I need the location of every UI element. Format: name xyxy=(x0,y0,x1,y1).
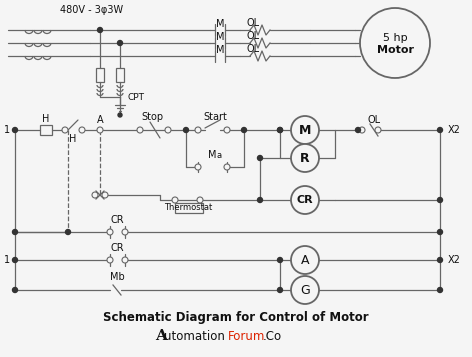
Circle shape xyxy=(12,257,17,262)
Circle shape xyxy=(278,127,283,132)
Text: CPT: CPT xyxy=(128,92,145,101)
Circle shape xyxy=(92,192,98,198)
Text: M: M xyxy=(216,19,224,29)
Circle shape xyxy=(278,287,283,292)
Circle shape xyxy=(79,127,85,133)
Circle shape xyxy=(62,127,68,133)
Text: X2: X2 xyxy=(448,125,461,135)
Circle shape xyxy=(66,230,70,235)
Text: utomation: utomation xyxy=(164,330,225,342)
Text: M: M xyxy=(208,150,216,160)
Circle shape xyxy=(438,127,443,132)
Text: OL: OL xyxy=(246,31,260,41)
Text: H: H xyxy=(42,114,50,124)
Circle shape xyxy=(12,127,17,132)
Text: Motor: Motor xyxy=(377,45,413,55)
Circle shape xyxy=(258,197,262,202)
Circle shape xyxy=(375,127,381,133)
Text: M: M xyxy=(216,32,224,42)
Circle shape xyxy=(12,230,17,235)
Text: M: M xyxy=(299,124,311,136)
Circle shape xyxy=(291,144,319,172)
Circle shape xyxy=(195,164,201,170)
Circle shape xyxy=(291,246,319,274)
Circle shape xyxy=(97,127,103,133)
Text: OL: OL xyxy=(246,18,260,28)
Circle shape xyxy=(165,127,171,133)
Circle shape xyxy=(360,8,430,78)
Text: OL: OL xyxy=(246,44,260,54)
Circle shape xyxy=(197,197,203,203)
Circle shape xyxy=(438,287,443,292)
Text: M: M xyxy=(216,45,224,55)
Circle shape xyxy=(355,127,361,132)
Circle shape xyxy=(242,127,246,132)
Circle shape xyxy=(118,40,123,45)
Circle shape xyxy=(258,156,262,161)
Circle shape xyxy=(118,113,122,117)
Text: CR: CR xyxy=(297,195,313,205)
Text: A: A xyxy=(155,329,167,343)
Circle shape xyxy=(137,127,143,133)
Circle shape xyxy=(98,27,102,32)
Circle shape xyxy=(438,257,443,262)
Text: G: G xyxy=(300,283,310,297)
Text: Start: Start xyxy=(203,112,227,122)
Circle shape xyxy=(107,257,113,263)
Text: CR: CR xyxy=(110,215,124,225)
Text: Schematic Diagram for Control of Motor: Schematic Diagram for Control of Motor xyxy=(103,312,369,325)
Text: Thermostat: Thermostat xyxy=(164,203,212,212)
Text: OL: OL xyxy=(367,115,380,125)
Text: Stop: Stop xyxy=(141,112,163,122)
Text: X2: X2 xyxy=(448,255,461,265)
Circle shape xyxy=(278,127,283,132)
Text: 1: 1 xyxy=(4,125,10,135)
Bar xyxy=(96,68,104,82)
Text: 5 hp: 5 hp xyxy=(383,33,407,43)
Circle shape xyxy=(278,257,283,262)
Circle shape xyxy=(438,197,443,202)
Text: 1: 1 xyxy=(4,255,10,265)
Circle shape xyxy=(224,127,230,133)
Circle shape xyxy=(291,276,319,304)
Text: Mb: Mb xyxy=(110,272,125,282)
Circle shape xyxy=(224,164,230,170)
Circle shape xyxy=(359,127,365,133)
Text: 480V - 3φ3W: 480V - 3φ3W xyxy=(60,5,123,15)
Bar xyxy=(40,125,52,135)
Circle shape xyxy=(12,287,17,292)
Bar xyxy=(116,68,124,82)
Circle shape xyxy=(438,230,443,235)
Text: R: R xyxy=(300,151,310,165)
Circle shape xyxy=(107,229,113,235)
Bar xyxy=(175,203,203,213)
Circle shape xyxy=(122,229,128,235)
Text: a: a xyxy=(217,151,221,160)
Circle shape xyxy=(291,116,319,144)
Circle shape xyxy=(172,197,178,203)
Circle shape xyxy=(102,192,108,198)
Circle shape xyxy=(184,127,188,132)
Text: H: H xyxy=(69,134,76,144)
Text: CR: CR xyxy=(110,243,124,253)
Circle shape xyxy=(195,127,201,133)
Text: A: A xyxy=(97,115,103,125)
Text: Forum: Forum xyxy=(228,330,265,342)
Circle shape xyxy=(291,186,319,214)
Text: .Co: .Co xyxy=(263,330,282,342)
Text: A: A xyxy=(301,253,309,266)
Circle shape xyxy=(122,257,128,263)
